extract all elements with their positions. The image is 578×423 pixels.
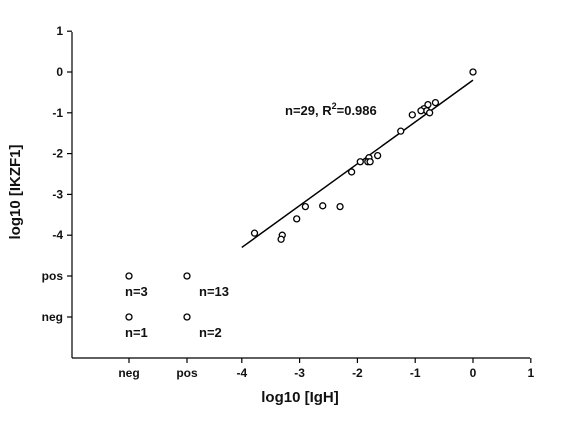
data-point xyxy=(250,229,259,237)
x-tick-label: 1 xyxy=(527,366,534,380)
x-tick-label: -2 xyxy=(352,366,363,380)
categorical-points: n=3 n=13 n=1 n=2 xyxy=(125,272,229,340)
tick-labels: -4 -3 -2 -1 0 1 neg pos -4 -3 -2 -1 0 1 pos neg xyxy=(42,24,535,380)
x-tick-label: -4 xyxy=(236,366,247,380)
x-tick-label: 0 xyxy=(470,366,477,380)
categorical-count-label: n=1 xyxy=(125,325,148,340)
y-tick-label: -4 xyxy=(52,228,63,242)
y-tick-label: -3 xyxy=(52,187,63,201)
y-tick-label: -1 xyxy=(52,106,63,120)
data-point xyxy=(425,109,434,117)
x-tick-label-pos: pos xyxy=(176,366,198,380)
y-tick-label: -2 xyxy=(52,147,63,161)
y-tick-label-neg: neg xyxy=(42,310,63,324)
categorical-point-pos-pos xyxy=(183,272,191,280)
categorical-point-pos-neg xyxy=(183,313,191,321)
data-point xyxy=(397,127,405,135)
y-tick-label: 0 xyxy=(56,65,63,79)
data-point xyxy=(277,235,285,243)
data-point xyxy=(431,98,440,107)
tick-marks xyxy=(67,30,532,363)
categorical-point-neg-pos xyxy=(125,272,133,280)
categorical-point-neg-neg xyxy=(125,313,133,321)
y-tick-label: 1 xyxy=(56,24,63,38)
y-tick-label-pos: pos xyxy=(42,269,64,283)
x-axis-title: log10 [IgH] xyxy=(261,389,339,406)
x-tick-label: -3 xyxy=(294,366,305,380)
categorical-count-label: n=2 xyxy=(199,325,222,340)
y-axis-title: log10 [IKZF1] xyxy=(7,144,24,239)
annotation-suffix: =0.986 xyxy=(337,103,377,118)
data-series xyxy=(241,68,477,249)
data-point xyxy=(469,68,477,76)
annotation-superscript: 2 xyxy=(332,101,337,111)
data-point xyxy=(373,151,382,160)
regression-annotation: n=29, R2=0.986 xyxy=(285,101,377,118)
data-point xyxy=(356,158,364,166)
axes xyxy=(71,32,530,359)
categorical-count-label: n=13 xyxy=(199,284,229,299)
categorical-count-label: n=3 xyxy=(125,284,148,299)
data-point xyxy=(319,202,327,210)
data-point xyxy=(347,168,356,176)
data-point xyxy=(301,202,310,211)
x-tick-label: -1 xyxy=(410,366,421,380)
data-point xyxy=(408,111,416,119)
data-point xyxy=(366,158,374,166)
data-point xyxy=(293,215,301,223)
data-point xyxy=(336,202,344,211)
data-point xyxy=(417,107,425,115)
annotation-prefix: n=29, R xyxy=(285,103,332,118)
x-tick-label-neg: neg xyxy=(118,366,139,380)
